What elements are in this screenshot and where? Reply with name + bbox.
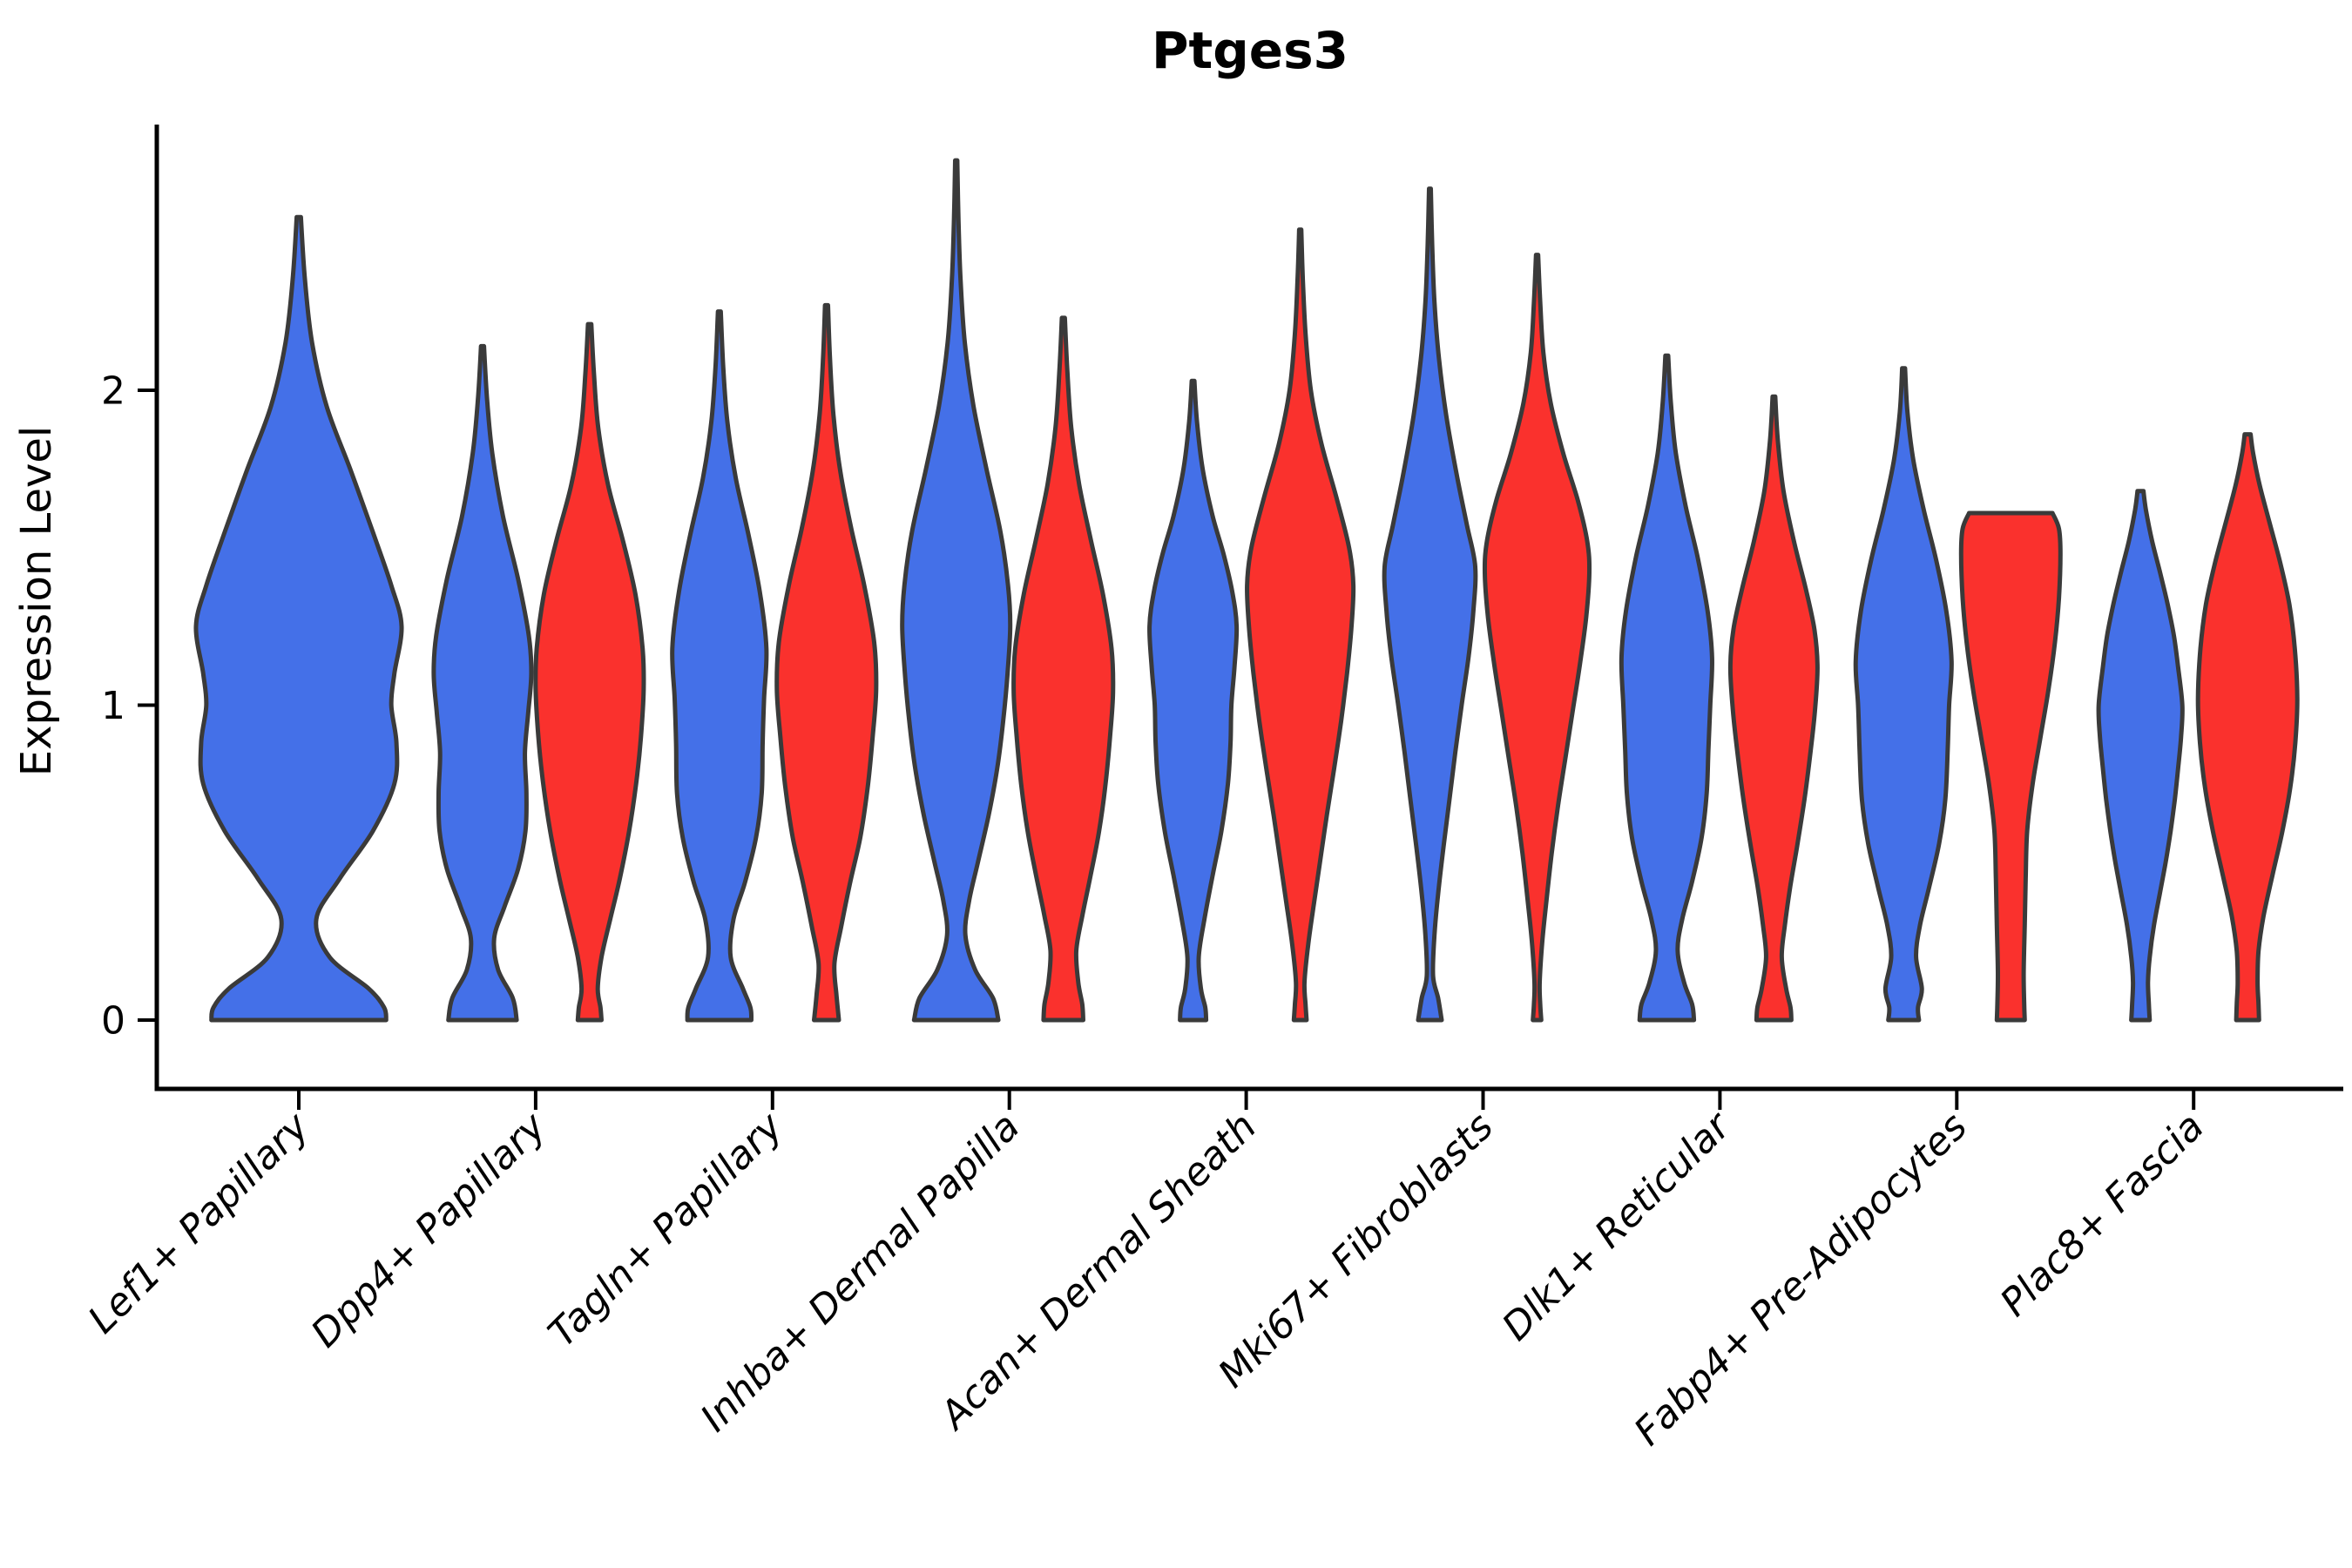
violin-acan-dermal-sheath-blue [1147,378,1240,1023]
violin-acan-dermal-sheath-red [1245,227,1356,1023]
violin-tagln-papillary-blue [670,309,769,1023]
violin-lef1-papillary-blue [193,214,404,1023]
violin-dlk1-reticular-red [1727,394,1820,1023]
violin-dpp4-papillary-red [533,321,646,1023]
violin-fabp4-pre-adipocytes-blue [1853,366,1954,1023]
violin-plac8-fascia-blue [2096,489,2185,1023]
violin-tagln-papillary-red [774,302,879,1023]
violin-dlk1-reticular-blue [1619,353,1714,1023]
y-tick-label: 1 [101,684,125,728]
violin-inhba-dermal-papilla-red [1011,315,1116,1023]
y-tick-label: 0 [101,998,125,1043]
y-tick-label: 2 [101,368,125,413]
y-axis-label: Expression Level [12,426,61,777]
violin-dpp4-papillary-blue [431,343,534,1023]
violin-plac8-fascia-red [2195,432,2300,1023]
chart-title: Ptges3 [1152,21,1348,80]
violin-mki67-fibroblasts-blue [1382,186,1478,1023]
violin-series-group [193,158,2300,1023]
violin-mki67-fibroblasts-red [1482,253,1592,1023]
violin-inhba-dermal-papilla-blue [900,158,1013,1023]
violin-fabp4-pre-adipocytes-red [1958,510,2063,1023]
